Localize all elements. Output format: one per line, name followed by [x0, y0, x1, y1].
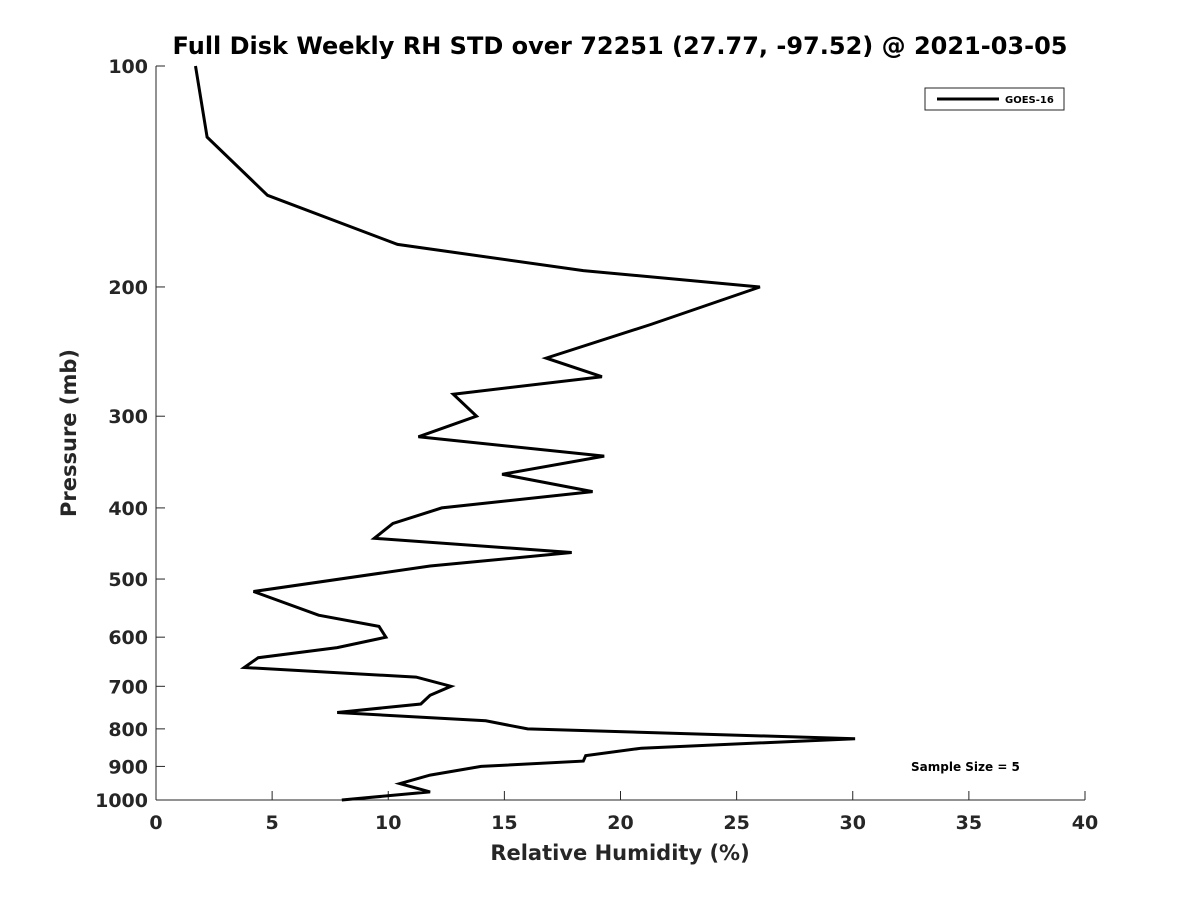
- x-tick-label: 35: [956, 812, 982, 834]
- y-ticks: 100 200 300 400 500 600 700 800 900 1000: [95, 56, 165, 812]
- x-tick-label: 15: [491, 812, 517, 834]
- y-axis-label: Pressure (mb): [57, 349, 81, 517]
- y-tick-label: 600: [108, 627, 148, 649]
- x-tick-label: 5: [266, 812, 279, 834]
- y-tick-label: 500: [108, 569, 148, 591]
- y-tick-label: 900: [108, 756, 148, 778]
- legend: GOES-16: [924, 87, 1065, 111]
- series-layer: [194, 65, 856, 802]
- x-tick-label: 0: [149, 812, 162, 834]
- y-tick-label: 700: [108, 676, 148, 698]
- y-tick-label: 200: [108, 277, 148, 299]
- y-tick-label: 300: [108, 406, 148, 428]
- x-ticks: 0 5 10 15 20 25 30 35 40: [149, 791, 1098, 834]
- x-tick-label: 20: [607, 812, 633, 834]
- sample-size-annotation: Sample Size = 5: [911, 760, 1020, 774]
- y-tick-label: 800: [108, 719, 148, 741]
- x-tick-label: 10: [375, 812, 401, 834]
- legend-label-goes-16: GOES-16: [1005, 95, 1054, 106]
- x-tick-label: 40: [1072, 812, 1098, 834]
- x-tick-label: 25: [723, 812, 749, 834]
- chart-title: Full Disk Weekly RH STD over 72251 (27.7…: [173, 32, 1068, 60]
- y-tick-label: 400: [108, 498, 148, 520]
- y-tick-label: 100: [108, 56, 148, 78]
- x-tick-label: 30: [840, 812, 866, 834]
- plot-frame: [155, 66, 1085, 801]
- series-line-goes-16: [194, 65, 856, 802]
- y-tick-label: 1000: [95, 790, 148, 812]
- x-axis-label: Relative Humidity (%): [490, 841, 749, 865]
